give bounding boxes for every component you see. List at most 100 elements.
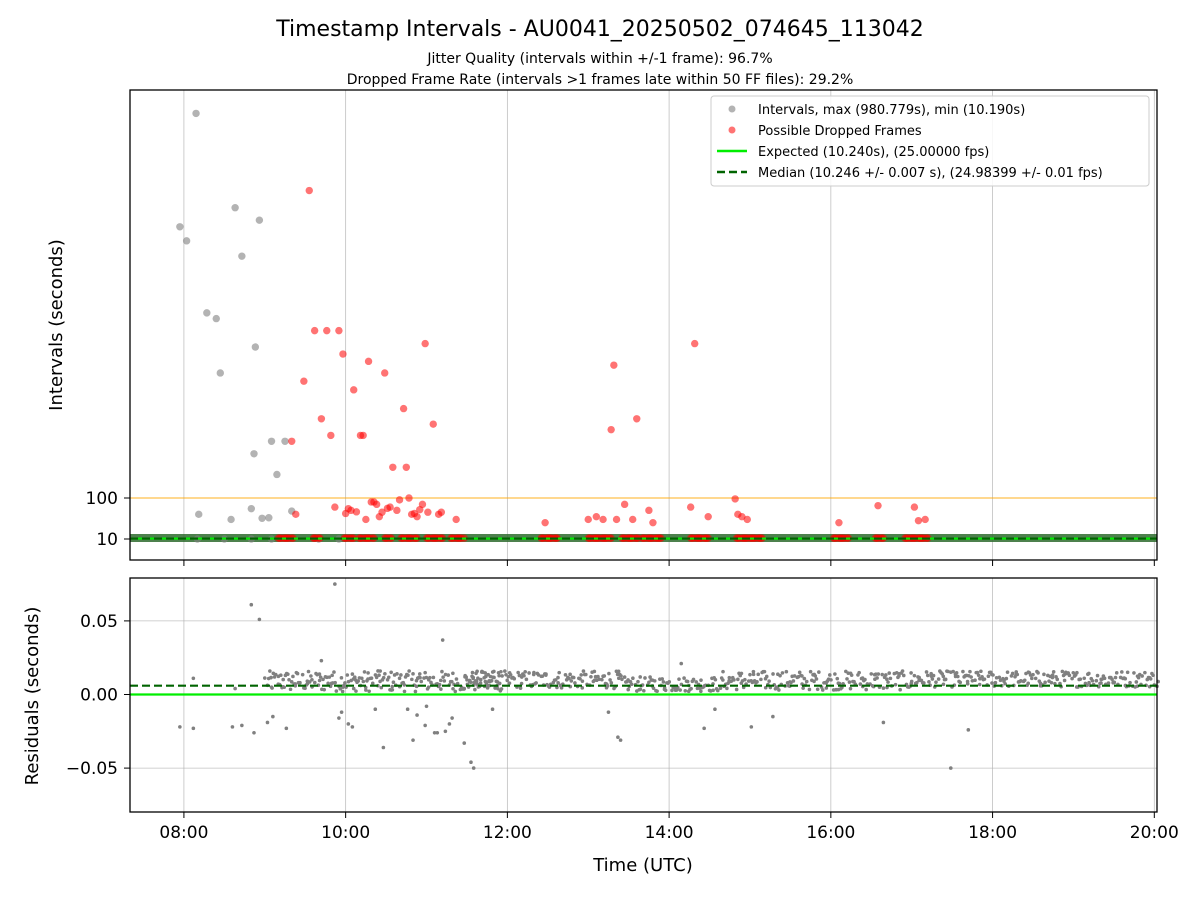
dropped-frame-point: [300, 377, 308, 385]
dropped-frame-point: [649, 518, 657, 527]
residual-point: [858, 682, 863, 686]
dropped-frame-point: [421, 339, 429, 348]
residual-point: [1120, 670, 1124, 674]
residual-point: [469, 760, 473, 765]
residual-point: [792, 674, 797, 678]
intervals-legend: Intervals, max (980.779s), min (10.190s)…: [710, 95, 1150, 187]
residual-point: [616, 669, 621, 674]
residual-point: [936, 677, 941, 681]
residual-point: [808, 669, 813, 674]
residual-point: [323, 675, 328, 679]
intervals-y-ticks: 10 100: [86, 489, 130, 550]
residual-point: [1005, 670, 1010, 674]
dropped-frame-point: [327, 431, 335, 440]
residual-point: [804, 679, 809, 684]
residual-point: [536, 673, 541, 677]
residual-point: [465, 678, 469, 682]
interval-point: [251, 343, 260, 351]
residual-point: [791, 679, 796, 683]
residual-point: [411, 672, 415, 676]
residual-point: [616, 676, 621, 681]
residual-point: [443, 729, 448, 734]
residual-point: [424, 675, 429, 680]
dropped-frame-point: [305, 186, 313, 195]
residual-point: [287, 677, 291, 682]
dropped-frame-point: [362, 515, 370, 524]
residual-point: [178, 725, 182, 729]
residual-point: [296, 680, 301, 685]
interval-point: [216, 369, 225, 377]
residual-point: [931, 673, 936, 678]
dropped-frame-point: [914, 516, 923, 525]
residual-point: [607, 671, 611, 676]
residual-point: [721, 669, 725, 674]
residual-point: [319, 658, 324, 663]
interval-point: [273, 470, 281, 479]
dropped-frame-point: [645, 506, 653, 515]
residual-point: [293, 682, 297, 686]
residual-point: [282, 685, 287, 690]
residual-point: [711, 688, 715, 693]
residual-point: [602, 674, 607, 678]
residual-point: [597, 677, 601, 682]
intervals-y-tick-label: 10: [96, 530, 118, 550]
residual-point: [415, 713, 419, 717]
residual-point: [605, 683, 610, 688]
dropped-frame-point: [835, 518, 843, 527]
interval-point: [247, 504, 255, 513]
residual-point: [802, 676, 807, 681]
dropped-frame-point: [686, 503, 695, 511]
residual-point: [439, 687, 443, 691]
residual-point: [346, 722, 351, 726]
residual-point: [912, 673, 917, 678]
residual-point: [887, 671, 892, 675]
residual-point: [622, 675, 627, 679]
residual-point: [233, 686, 237, 691]
residual-point: [271, 714, 275, 719]
residual-point: [1132, 671, 1136, 675]
residual-point: [469, 680, 473, 684]
residual-point: [1112, 680, 1117, 685]
residual-point: [820, 688, 825, 692]
residual-point: [751, 672, 756, 677]
residual-point: [345, 673, 350, 677]
residual-point: [900, 669, 905, 673]
residual-point: [991, 673, 995, 677]
residual-point: [814, 677, 819, 681]
residual-point: [450, 716, 454, 720]
residual-point: [661, 680, 666, 684]
residual-point: [800, 674, 804, 678]
residual-point: [438, 678, 443, 683]
residual-point: [364, 688, 368, 692]
interval-point: [255, 216, 264, 224]
residual-point: [340, 689, 345, 694]
residual-point: [778, 673, 782, 678]
residual-point: [1055, 677, 1060, 682]
residual-point: [518, 686, 523, 690]
residual-point: [771, 672, 775, 676]
dropped-frame-point: [402, 463, 410, 471]
residual-point: [405, 707, 410, 712]
residual-point: [482, 675, 486, 680]
residual-point: [1110, 677, 1114, 682]
residual-point: [389, 688, 394, 692]
residual-point: [496, 686, 500, 691]
dropped-frame-point: [584, 515, 592, 524]
residual-point: [265, 720, 270, 725]
residual-point: [827, 673, 832, 677]
residual-point: [807, 687, 812, 692]
residual-point: [888, 676, 893, 681]
legend-marker-intervals: [728, 105, 736, 113]
x-tick-label: 10:00: [321, 823, 370, 843]
chart-subtitle-dropped: Dropped Frame Rate (intervals >1 frames …: [347, 72, 854, 88]
residual-point: [556, 675, 560, 680]
residuals-y-axis-label: Residuals (seconds): [22, 607, 43, 786]
interval-point: [238, 252, 246, 260]
residual-point: [497, 673, 501, 678]
residual-point: [269, 685, 274, 689]
dropped-frame-point: [731, 495, 739, 503]
residual-point: [580, 679, 585, 683]
residual-point: [317, 678, 322, 683]
residual-point: [1010, 671, 1015, 676]
residual-point: [500, 674, 504, 678]
